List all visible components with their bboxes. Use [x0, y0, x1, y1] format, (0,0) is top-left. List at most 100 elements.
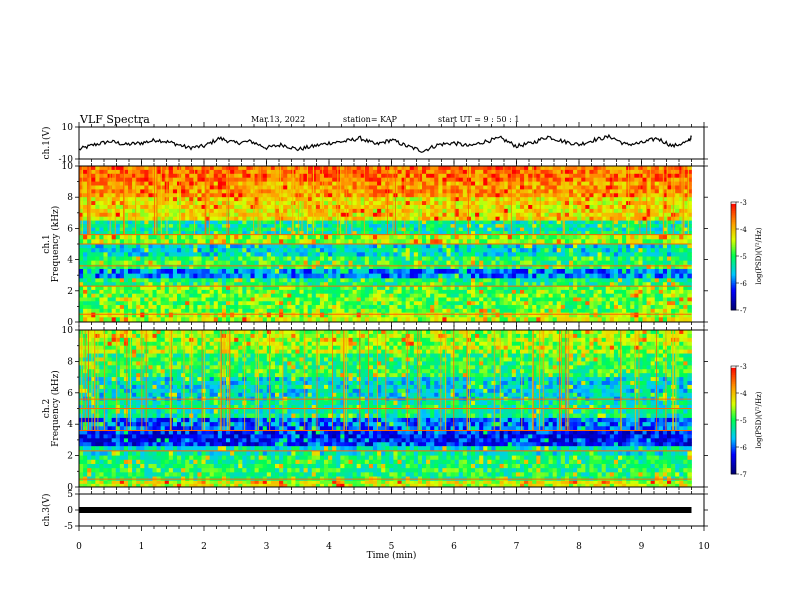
spectrogram-cell [564, 201, 570, 206]
spectrogram-cell [540, 201, 545, 206]
spectrogram-cell [605, 234, 611, 240]
spectrogram-cell [389, 208, 394, 214]
spectrogram-cell [217, 239, 223, 245]
spectrogram-cell [393, 282, 398, 287]
spectrogram-cell [556, 227, 562, 232]
spectrogram-cell [250, 189, 255, 194]
spectrogram-cell [581, 169, 586, 175]
spectrogram-cell [360, 273, 366, 279]
spectrogram-cell [115, 231, 121, 236]
spectrogram-cell [618, 252, 623, 257]
spectrogram-cell [679, 289, 684, 295]
spectrogram-cell [328, 189, 333, 194]
spectrogram-cell [119, 224, 125, 229]
spectrogram-cell [87, 286, 92, 291]
spectrogram-cell [556, 224, 562, 229]
spectrogram-cell [160, 205, 166, 210]
spectrogram-cell [250, 268, 255, 275]
spectrogram-cell [471, 264, 476, 270]
spectrogram-cell [221, 220, 227, 225]
spectrogram-cell [303, 264, 309, 270]
spectrogram-cell [438, 212, 443, 218]
spectrogram-cell [471, 248, 476, 253]
spectrogram-cell [662, 260, 668, 266]
spectrogram-cell [638, 248, 643, 253]
spectrogram-cell [132, 260, 137, 266]
spectrogram-cell [683, 248, 688, 253]
spectrogram-cell [601, 193, 607, 198]
spectrogram-cell [373, 193, 378, 198]
spectrogram-cell [585, 239, 590, 245]
spectrogram-cell [609, 239, 615, 245]
spectrogram-cell [409, 224, 415, 229]
spectrogram-cell [197, 212, 202, 218]
spectrogram-cell [385, 273, 390, 279]
spectrogram-cell [589, 273, 594, 279]
spectrogram-cell [254, 189, 260, 194]
spectrogram-cell [430, 244, 435, 249]
spectrogram-cell [667, 286, 672, 291]
spectrogram-cell [279, 293, 284, 298]
spectrogram-cell [103, 293, 108, 298]
spectrogram-cell [303, 177, 309, 182]
spectrogram-cell [91, 185, 96, 190]
spectrogram-cell [454, 256, 460, 262]
spectrogram-cell [520, 248, 525, 253]
spectrogram-cell [189, 193, 194, 198]
spectrogram-cell [246, 166, 251, 171]
spectrogram-cell [642, 289, 647, 295]
spectrogram-cell [671, 286, 676, 291]
spectrogram-cell [581, 185, 586, 190]
spectrogram-cell [397, 212, 402, 218]
spectrogram-cell [540, 177, 545, 182]
spectrogram-cell [172, 173, 178, 179]
spectrogram-cell [311, 234, 317, 240]
spectrogram-cell [597, 278, 603, 283]
spectrogram-cell [520, 227, 525, 232]
spectrogram-cell [234, 173, 239, 179]
spectrogram-cell [315, 289, 321, 295]
spectrogram-cell [115, 177, 121, 182]
spectrogram-cell [446, 216, 451, 221]
spectrogram-cell [217, 256, 223, 262]
spectrogram-cell [634, 177, 639, 182]
spectrogram-cell [667, 264, 672, 270]
spectrogram-cell [532, 220, 537, 225]
spectrogram-cell [544, 205, 549, 210]
spectrogram-cell [687, 197, 692, 202]
spectrogram-cell [491, 169, 496, 175]
spectrogram-cell [675, 273, 680, 279]
spectrogram-cell [213, 208, 219, 214]
spectrogram-cell [111, 201, 117, 206]
spectrogram-cell [164, 248, 170, 253]
spectrogram-cell [573, 173, 578, 179]
spectrogram-cell [115, 256, 121, 262]
spectrogram-cell [458, 234, 464, 240]
spectrogram-cell [413, 189, 419, 194]
spectrogram-cell [140, 260, 145, 266]
spectrogram-cell [609, 252, 615, 257]
spectrogram-cell [642, 286, 647, 291]
spectrogram-cell [299, 239, 304, 245]
spectrogram-cell [295, 289, 300, 295]
spectrogram-cell [495, 181, 500, 186]
spectrogram-cell [605, 244, 611, 249]
spectrogram-cell [593, 193, 598, 198]
spectrogram-cell [266, 268, 272, 275]
spectrogram-cell [136, 169, 141, 175]
spectrogram-cell [638, 197, 643, 202]
spectrogram-cell [258, 278, 264, 283]
spectrogram-cell [230, 268, 235, 275]
spectrogram-cell [442, 268, 447, 275]
spectrogram-cell [585, 177, 590, 182]
spectrogram-cell [405, 286, 411, 291]
spectrogram-cell [556, 205, 562, 210]
spectrogram-cell [491, 177, 496, 182]
spectrogram-cell [111, 273, 117, 279]
spectrogram-cell [119, 205, 125, 210]
spectrogram-cell [230, 224, 235, 229]
spectrogram-cell [119, 278, 125, 283]
spectrogram-cell [115, 220, 121, 225]
spectrogram-cell [483, 173, 488, 179]
spectrogram-cell [295, 282, 300, 287]
